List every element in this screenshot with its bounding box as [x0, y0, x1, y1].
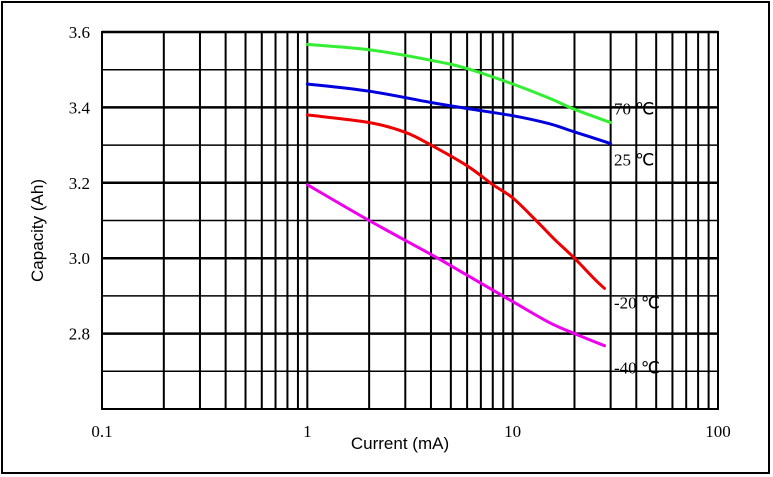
y-tick-label: 3.6	[69, 23, 90, 42]
grid-lines	[101, 30, 718, 410]
y-tick-label: 3.2	[69, 174, 90, 193]
x-tick-label: 1	[303, 422, 312, 441]
series-line-2	[305, 113, 606, 290]
x-axis-label: Current (mA)	[351, 434, 449, 453]
series-label-0: 70 ℃	[614, 99, 654, 118]
y-tick-label: 2.8	[69, 325, 90, 344]
series-labels: 70 ℃ 25 ℃ -20 ℃ -40 ℃	[614, 99, 660, 377]
x-tick-label: 100	[705, 422, 731, 441]
y-tick-label: 3.4	[69, 98, 91, 117]
y-tick-label: 3.0	[69, 249, 90, 268]
series-label-3: -40 ℃	[614, 359, 660, 378]
series-line-1	[305, 82, 613, 146]
series-label-1: 25 ℃	[614, 151, 654, 170]
x-tick-label: 10	[504, 422, 521, 441]
series-line-0	[305, 42, 613, 124]
series-label-2: -20 ℃	[614, 293, 660, 312]
tick-labels: 0.1 1 10 100 3.6 3.4 3.2 3.0 2.8	[69, 23, 731, 441]
series-line-3	[305, 183, 606, 348]
plot-area-border	[101, 31, 719, 410]
series-group	[305, 42, 613, 348]
y-axis-label: Capacity (Ah)	[28, 179, 47, 282]
x-tick-label: 0.1	[91, 422, 112, 441]
